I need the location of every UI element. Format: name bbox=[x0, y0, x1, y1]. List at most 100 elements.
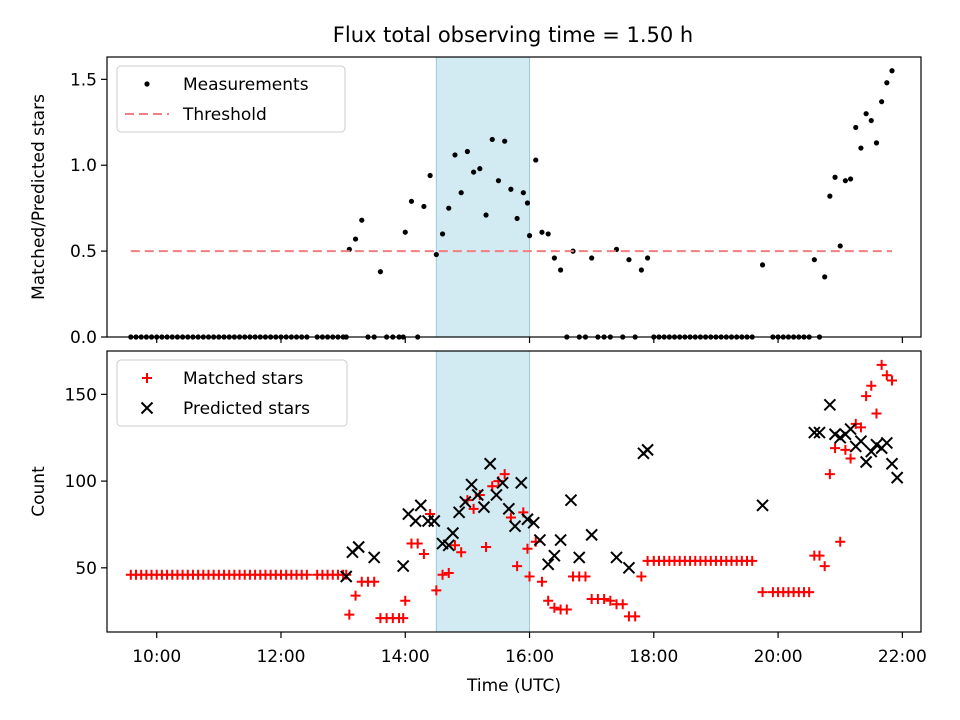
measurement-point bbox=[638, 267, 644, 273]
measurement-point bbox=[402, 229, 408, 235]
predicted-point bbox=[446, 526, 460, 540]
predicted-point bbox=[859, 455, 873, 469]
predicted-point bbox=[622, 561, 636, 575]
predicted-point bbox=[527, 516, 540, 529]
predicted-point bbox=[496, 476, 509, 490]
measurement-point bbox=[452, 152, 458, 158]
matched-point bbox=[824, 469, 835, 480]
predicted-point bbox=[452, 506, 466, 519]
matched-point bbox=[400, 595, 411, 606]
x-tick-label: 16:00 bbox=[505, 647, 554, 667]
measurement-point bbox=[853, 124, 859, 131]
predicted-point bbox=[554, 533, 567, 547]
matched-point bbox=[449, 540, 460, 551]
matched-point bbox=[876, 359, 887, 370]
bottom-plot-frame bbox=[106, 350, 922, 633]
measurement-point bbox=[832, 174, 838, 180]
measurement-point bbox=[489, 136, 495, 143]
measurement-point bbox=[421, 203, 427, 210]
predicted-point bbox=[885, 457, 899, 470]
y-tick-label: 100 bbox=[65, 472, 97, 492]
predicted-point bbox=[367, 551, 381, 564]
predicted-point bbox=[414, 499, 428, 512]
matched-point bbox=[887, 375, 898, 386]
measurement-point bbox=[558, 267, 564, 273]
measurement-point bbox=[822, 274, 828, 280]
measurement-point bbox=[879, 99, 885, 105]
series-predicted-stars bbox=[340, 398, 904, 583]
predicted-point bbox=[502, 502, 516, 516]
predicted-point bbox=[641, 443, 654, 457]
x-tick-label: 22:00 bbox=[878, 647, 927, 667]
bottom-highlight-band bbox=[435, 350, 531, 633]
predicted-point bbox=[396, 559, 410, 573]
matched-point bbox=[630, 611, 641, 622]
matched-point bbox=[499, 469, 510, 480]
predicted-point bbox=[610, 551, 623, 564]
measurement-point bbox=[539, 229, 545, 235]
predicted-point bbox=[585, 528, 598, 542]
predicted-point bbox=[564, 493, 578, 507]
predicted-point bbox=[844, 422, 857, 436]
measurement-point bbox=[644, 255, 651, 261]
measurement-point bbox=[377, 269, 384, 275]
matched-point bbox=[418, 548, 429, 559]
predicted-point bbox=[573, 551, 586, 564]
matched-point bbox=[512, 561, 523, 572]
legend-box bbox=[116, 359, 348, 427]
matched-point bbox=[369, 576, 380, 587]
predicted-point bbox=[854, 434, 868, 448]
matched-point bbox=[866, 380, 877, 391]
top-legend: Measurements Threshold bbox=[116, 65, 346, 133]
matched-point bbox=[855, 422, 866, 433]
bottom-ticks: 50 100 150 10:00 12:00 14:00 16:00 18:00 20:00 22… bbox=[65, 385, 927, 667]
measurement-point bbox=[873, 140, 880, 146]
legend-box bbox=[116, 65, 346, 133]
measurement-point bbox=[502, 138, 508, 144]
x-tick-label: 12:00 bbox=[256, 647, 305, 667]
top-plot-frame bbox=[106, 56, 922, 338]
matched-point bbox=[804, 587, 815, 598]
predicted-point bbox=[865, 445, 878, 458]
matched-point bbox=[398, 613, 409, 624]
matched-point bbox=[580, 571, 591, 582]
matched-point bbox=[341, 569, 352, 580]
measurement-point bbox=[495, 178, 502, 184]
predicted-point bbox=[340, 570, 353, 583]
x-tick-label: 14:00 bbox=[381, 647, 430, 667]
measurement-point bbox=[759, 262, 766, 268]
bottom-series-layer bbox=[125, 359, 904, 624]
predicted-point bbox=[521, 513, 534, 526]
measurement-point bbox=[446, 205, 452, 211]
predicted-point bbox=[465, 478, 478, 491]
measurement-point bbox=[551, 255, 557, 261]
matched-point bbox=[301, 569, 312, 580]
predicted-point bbox=[409, 514, 422, 528]
predicted-point bbox=[508, 519, 522, 533]
measurement-point bbox=[545, 231, 551, 237]
measurement-point bbox=[533, 157, 539, 163]
matched-point bbox=[561, 604, 572, 615]
matched-point bbox=[437, 569, 448, 580]
matched-point bbox=[431, 585, 442, 596]
matched-point bbox=[881, 370, 892, 381]
legend-marker-measurements bbox=[144, 81, 150, 87]
y-tick-label: 1.5 bbox=[70, 70, 97, 90]
predicted-point bbox=[515, 476, 528, 490]
measurement-point bbox=[827, 193, 833, 199]
legend-label: Measurements bbox=[183, 75, 309, 95]
measurement-point bbox=[524, 200, 531, 206]
series-matched-stars bbox=[125, 359, 898, 624]
measurement-point bbox=[847, 176, 854, 182]
measurement-point bbox=[359, 217, 365, 223]
predicted-point bbox=[459, 495, 472, 509]
x-axis-label: Time (UTC) bbox=[466, 676, 561, 696]
matched-point bbox=[636, 571, 647, 582]
y-tick-label: 150 bbox=[65, 385, 97, 405]
measurement-point bbox=[842, 178, 848, 184]
matched-point bbox=[443, 568, 454, 579]
series-measurements bbox=[128, 68, 895, 340]
bottom-panel: 50 100 150 10:00 12:00 14:00 16:00 18:00 20:00 22… bbox=[29, 350, 927, 696]
y-tick-label: 0.5 bbox=[70, 242, 97, 262]
matched-point bbox=[747, 555, 758, 566]
